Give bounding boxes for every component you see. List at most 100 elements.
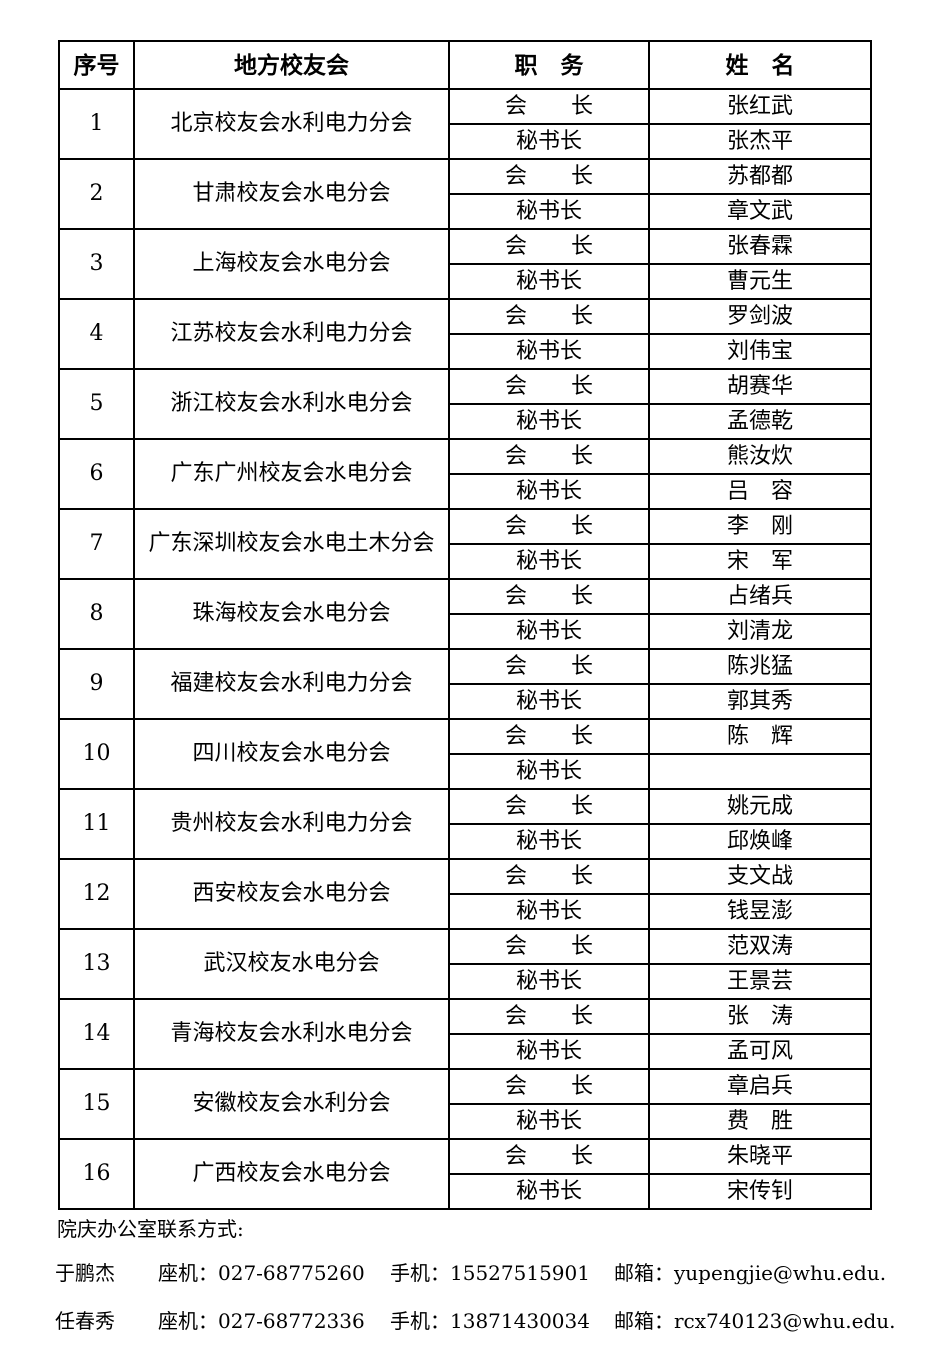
contact-mobile: 手机：15527515901	[390, 1260, 614, 1286]
position-secretary-label: 秘书长	[448, 613, 650, 650]
contact-line: 于鹏杰 座机：027-68775260 手机：15527515901 邮箱：yu…	[55, 1260, 930, 1286]
secretary-name: 孟德乾	[648, 403, 872, 440]
president-name: 苏都都	[648, 158, 872, 195]
table-row-secretary: 秘书长 孟可风	[59, 1033, 872, 1070]
footer-contact-title: 院庆办公室联系方式:	[57, 1217, 244, 1241]
secretary-name: 章文武	[648, 193, 872, 230]
table-header: 序号 地方校友会 职 务 姓 名	[58, 40, 872, 90]
email-address: rcx740123@whu.edu.	[674, 1309, 896, 1333]
table-row-secretary: 秘书长 曹元生	[59, 263, 872, 300]
table-row-president: 2 甘肃校友会水电分会 会 长 苏都都	[58, 158, 872, 230]
table-row-president: 13 武汉校友水电分会 会 长 范双涛	[58, 928, 872, 1000]
table-row-secretary: 秘书长 钱昱澎	[59, 893, 872, 930]
association-name: 珠海校友会水电分会	[133, 578, 450, 650]
secretary-name: 宋传钊	[648, 1173, 872, 1210]
position-president-label: 会 长	[448, 1138, 650, 1175]
table-row-president: 5 浙江校友会水利水电分会 会 长 胡赛华	[58, 368, 872, 440]
position-president-label: 会 长	[448, 228, 650, 265]
mobile-label: 手机：	[390, 1261, 450, 1285]
email-label: 邮箱：	[614, 1309, 674, 1333]
secretary-name: 刘伟宝	[648, 333, 872, 370]
email-label: 邮箱：	[614, 1261, 674, 1285]
contact-person-name: 于鹏杰	[55, 1261, 115, 1285]
position-president-label: 会 长	[448, 648, 650, 685]
row-index: 8	[58, 578, 135, 650]
row-index: 6	[58, 438, 135, 510]
position-secretary-label: 秘书长	[448, 963, 650, 1000]
position-secretary-label: 秘书长	[448, 1103, 650, 1140]
table-row-secretary: 秘书长 宋传钊	[59, 1173, 872, 1210]
association-name: 江苏校友会水利电力分会	[133, 298, 450, 370]
contact-line: 任春秀 座机：027-68772336 手机：13871430034 邮箱：rc…	[55, 1308, 930, 1334]
position-secretary-label: 秘书长	[448, 893, 650, 930]
position-secretary-label: 秘书长	[448, 473, 650, 510]
president-name: 章启兵	[648, 1068, 872, 1105]
president-name: 姚元成	[648, 788, 872, 825]
president-name: 李 刚	[648, 508, 872, 545]
association-name: 四川校友会水电分会	[133, 718, 450, 790]
table-row-secretary: 秘书长 邱焕峰	[59, 823, 872, 860]
header-row: 序号 地方校友会 职 务 姓 名	[58, 40, 872, 90]
row-index: 4	[58, 298, 135, 370]
landline-label: 座机：	[158, 1309, 218, 1333]
contact-landline: 座机：027-68772336	[158, 1308, 390, 1334]
alumni-roster-table: 序号 地方校友会 职 务 姓 名 1 北京校友会水利电力分会 会 长 张红武 秘…	[58, 40, 872, 1210]
table-row-president: 7 广东深圳校友会水电土木分会 会 长 李 刚	[58, 508, 872, 580]
contact-email: 邮箱：rcx740123@whu.edu.	[614, 1308, 896, 1334]
position-president-label: 会 长	[448, 578, 650, 615]
president-name: 张红武	[648, 88, 872, 125]
position-secretary-label: 秘书长	[448, 1173, 650, 1210]
association-name: 上海校友会水电分会	[133, 228, 450, 300]
table-row-secretary: 秘书长 费 胜	[59, 1103, 872, 1140]
president-name: 陈 辉	[648, 718, 872, 755]
row-index: 1	[58, 88, 135, 160]
position-president-label: 会 长	[448, 368, 650, 405]
position-secretary-label: 秘书长	[448, 333, 650, 370]
association-name: 福建校友会水利电力分会	[133, 648, 450, 720]
association-name: 广东深圳校友会水电土木分会	[133, 508, 450, 580]
row-index: 2	[58, 158, 135, 230]
president-name: 罗剑波	[648, 298, 872, 335]
president-name: 张 涛	[648, 998, 872, 1035]
secretary-name	[648, 753, 872, 790]
president-name: 占绪兵	[648, 578, 872, 615]
position-president-label: 会 长	[448, 1068, 650, 1105]
header-index: 序号	[58, 40, 135, 90]
row-index: 12	[58, 858, 135, 930]
association-name: 安徽校友会水利分会	[133, 1068, 450, 1140]
table-row-president: 9 福建校友会水利电力分会 会 长 陈兆猛	[58, 648, 872, 720]
secretary-name: 孟可风	[648, 1033, 872, 1070]
president-name: 张春霖	[648, 228, 872, 265]
mobile-number: 15527515901	[450, 1261, 590, 1285]
table-row-secretary: 秘书长 郭其秀	[59, 683, 872, 720]
association-name: 武汉校友水电分会	[133, 928, 450, 1000]
secretary-name: 邱焕峰	[648, 823, 872, 860]
secretary-name: 王景芸	[648, 963, 872, 1000]
row-index: 3	[58, 228, 135, 300]
position-secretary-label: 秘书长	[448, 193, 650, 230]
table-row-president: 12 西安校友会水电分会 会 长 支文战	[58, 858, 872, 930]
association-name: 广西校友会水电分会	[133, 1138, 450, 1210]
association-name: 青海校友会水利水电分会	[133, 998, 450, 1070]
contact-person-name: 任春秀	[55, 1309, 115, 1333]
row-index: 16	[58, 1138, 135, 1210]
table-row-president: 16 广西校友会水电分会 会 长 朱晓平	[58, 1138, 872, 1210]
row-index: 10	[58, 718, 135, 790]
position-president-label: 会 长	[448, 158, 650, 195]
table-row-president: 3 上海校友会水电分会 会 长 张春霖	[58, 228, 872, 300]
president-name: 范双涛	[648, 928, 872, 965]
association-name: 广东广州校友会水电分会	[133, 438, 450, 510]
position-secretary-label: 秘书长	[448, 123, 650, 160]
table-row-secretary: 秘书长 孟德乾	[59, 403, 872, 440]
secretary-name: 郭其秀	[648, 683, 872, 720]
mobile-number: 13871430034	[450, 1309, 590, 1333]
position-president-label: 会 长	[448, 718, 650, 755]
table-row-president: 15 安徽校友会水利分会 会 长 章启兵	[58, 1068, 872, 1140]
landline-number: 027-68772336	[218, 1309, 365, 1333]
table-row-president: 1 北京校友会水利电力分会 会 长 张红武	[58, 88, 872, 160]
row-index: 13	[58, 928, 135, 1000]
association-name: 贵州校友会水利电力分会	[133, 788, 450, 860]
secretary-name: 曹元生	[648, 263, 872, 300]
row-index: 9	[58, 648, 135, 720]
